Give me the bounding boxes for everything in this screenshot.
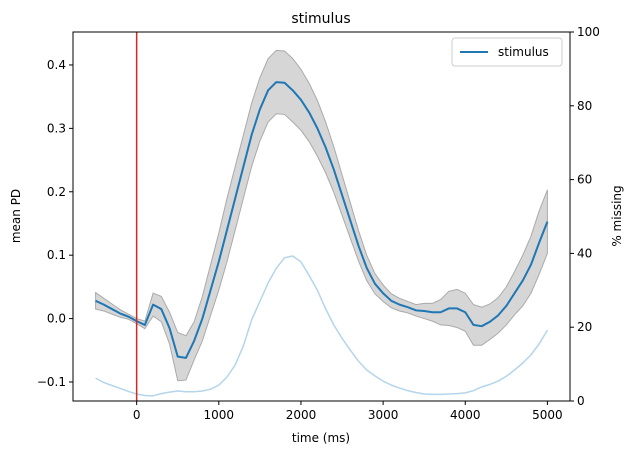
chart-title: stimulus [291, 11, 350, 27]
mean-line [95, 81, 549, 359]
y2-tick-label: 40 [577, 246, 592, 260]
x-tick-label: 3000 [368, 408, 399, 422]
ci-band [95, 49, 548, 382]
y-tick-label: 0.2 [47, 185, 66, 199]
x-tick-label: 0 [133, 408, 141, 422]
plot-frame [72, 31, 571, 402]
y-tick-label: −0.1 [37, 375, 66, 389]
y2-tick-label: 0 [577, 394, 585, 408]
y-tick-label: 0.0 [47, 312, 66, 326]
y-tick-label: 0.4 [47, 58, 66, 72]
legend-label: stimulus [498, 45, 549, 59]
y2-axis-label: % missing [610, 185, 624, 246]
legend-box [451, 37, 563, 67]
x-tick-label: 4000 [450, 408, 481, 422]
x-tick-label: 5000 [532, 408, 563, 422]
x-tick-label: 2000 [286, 408, 317, 422]
y-axis-label: mean PD [9, 189, 23, 243]
y2-tick-label: 100 [577, 25, 600, 39]
y2-tick-label: 60 [577, 173, 592, 187]
x-tick-label: 1000 [204, 408, 235, 422]
y2-tick-label: 20 [577, 320, 592, 334]
y-tick-label: 0.1 [47, 248, 66, 262]
x-axis-label: time (ms) [292, 431, 350, 445]
missing-line [95, 255, 549, 397]
y2-tick-label: 80 [577, 99, 592, 113]
y-tick-label: 0.3 [47, 121, 66, 135]
